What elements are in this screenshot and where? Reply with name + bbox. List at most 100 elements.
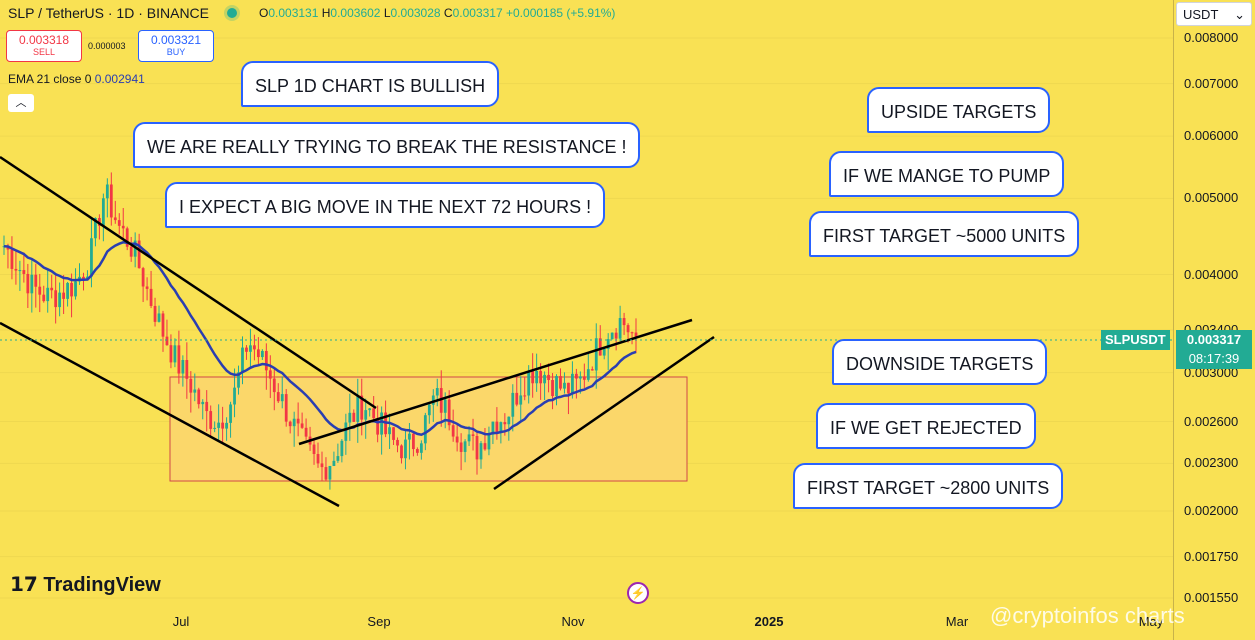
sell-button[interactable]: 0.003318 SELL [6, 30, 82, 62]
annotation-pump[interactable]: IF WE MANGE TO PUMP [829, 151, 1065, 197]
candle-body [352, 412, 356, 422]
candle-body [459, 442, 463, 452]
candle-body [70, 282, 73, 297]
lower-channel-line [0, 321, 340, 508]
candle-body [181, 360, 185, 374]
candle-body [185, 360, 189, 379]
candle-body [312, 444, 316, 455]
y-tick-label: 0.002000 [1184, 503, 1239, 519]
candle-body [559, 376, 562, 389]
candle-body [125, 228, 129, 247]
buy-button[interactable]: 0.003321 BUY [138, 30, 214, 62]
candle-body [431, 395, 435, 405]
bar-countdown: 08:17:39 [1188, 351, 1240, 366]
candle-body [626, 325, 630, 333]
candle-body [121, 225, 125, 229]
candle-body [145, 286, 149, 289]
candle-body [169, 345, 173, 363]
candle-body [18, 270, 22, 272]
y-tick-label: 0.005000 [1184, 190, 1239, 206]
candle-body [574, 373, 578, 379]
x-tick-label: 2025 [754, 614, 784, 629]
candle-body [606, 339, 610, 349]
collapse-legend-button[interactable]: ︿ [8, 94, 34, 112]
symbol-title[interactable]: SLP / TetherUS · 1D · BINANCE [8, 5, 209, 21]
candle-body [62, 292, 66, 299]
ema-label: EMA 21 close 0 [8, 72, 92, 86]
candle-body [10, 249, 14, 269]
annotation-big-move[interactable]: I EXPECT A BIG MOVE IN THE NEXT 72 HOURS… [165, 182, 606, 228]
candle-body [427, 404, 431, 416]
candle-body [50, 287, 54, 291]
candle-body [34, 274, 38, 287]
y-tick-label: 0.002600 [1184, 413, 1239, 429]
currency-select[interactable]: USDT ⌄ [1176, 2, 1252, 26]
candle-body [364, 410, 368, 420]
range-box [169, 376, 688, 482]
candle-body [276, 392, 280, 402]
x-tick-label: Mar [945, 614, 969, 629]
spread-value: 0.000003 [88, 41, 126, 51]
candle-body [66, 282, 69, 299]
candle-body [388, 427, 391, 435]
candle-body [634, 332, 638, 339]
annotation-bullish[interactable]: SLP 1D CHART IS BULLISH [241, 61, 500, 107]
candle-body [495, 421, 499, 434]
ema-legend[interactable]: EMA 21 close 0 0.002941 [8, 72, 145, 86]
candle-body [324, 467, 328, 480]
candle-body [201, 401, 205, 405]
flash-icon[interactable]: ⚡ [627, 582, 649, 604]
candle-body [400, 445, 403, 459]
candle-body [443, 399, 447, 413]
candle-body [173, 345, 177, 363]
price-axis[interactable] [1173, 0, 1255, 640]
candle-body [300, 423, 304, 428]
candle-body [435, 388, 439, 396]
candle-body [475, 435, 479, 460]
annotation-downside-targets[interactable]: DOWNSIDE TARGETS [832, 339, 1048, 385]
ema-value: 0.002941 [94, 72, 145, 86]
candle-body [284, 394, 288, 422]
candle-body [328, 465, 332, 480]
candle-body [90, 238, 93, 277]
candle-body [272, 378, 276, 393]
candle-body [594, 338, 598, 371]
candle-body [404, 439, 407, 459]
candle-body [356, 395, 360, 422]
annotation-upside-targets[interactable]: UPSIDE TARGETS [867, 87, 1051, 133]
candle-body [233, 387, 236, 405]
annotation-target-2800[interactable]: FIRST TARGET ~2800 UNITS [793, 463, 1064, 509]
candle-body [447, 399, 451, 426]
candle-body [535, 370, 539, 384]
candle-body [256, 349, 260, 358]
x-tick-label: Jul [172, 614, 190, 629]
candle-body [519, 395, 523, 405]
candle-body [499, 422, 503, 434]
candle-body [241, 347, 244, 373]
candle-body [320, 463, 324, 468]
candle-body [193, 389, 197, 393]
candle-body [105, 184, 109, 199]
candle-body [280, 394, 284, 402]
candle-body [602, 348, 606, 356]
candle-body [42, 294, 46, 302]
y-tick-label: 0.008000 [1184, 30, 1239, 45]
resistance-trendline [298, 318, 693, 446]
annotation-target-5000[interactable]: FIRST TARGET ~5000 UNITS [809, 211, 1080, 257]
annotation-rejected[interactable]: IF WE GET REJECTED [816, 403, 1036, 449]
candle-body [38, 286, 42, 295]
candle-body [412, 433, 415, 450]
candle-body [213, 427, 217, 429]
candle-body [567, 382, 570, 394]
candle-body [622, 318, 626, 326]
candle-body [113, 217, 117, 221]
candle-body [296, 418, 300, 424]
annotation-resistance[interactable]: WE ARE REALLY TRYING TO BREAK THE RESIST… [133, 122, 641, 168]
market-open-icon [227, 8, 237, 18]
candle-body [316, 454, 320, 464]
tradingview-logo[interactable]: 𝟭𝟳 TradingView [10, 574, 161, 596]
candle-body [503, 422, 507, 425]
candle-body [149, 288, 153, 306]
candle-body [288, 421, 292, 427]
